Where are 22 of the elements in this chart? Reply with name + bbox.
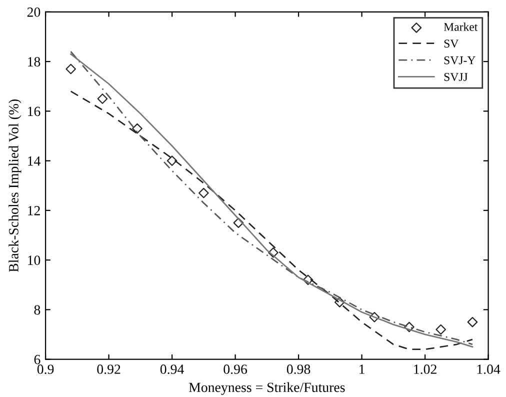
x-tick-label: 0.94 bbox=[160, 364, 184, 374]
y-tick-label: 12 bbox=[28, 206, 40, 216]
legend-label: SV bbox=[444, 40, 459, 48]
y-tick-label: 10 bbox=[28, 256, 40, 265]
legend-label: Market bbox=[444, 22, 478, 31]
y-tick-label: 18 bbox=[28, 57, 40, 66]
y-tick-label: 20 bbox=[27, 7, 40, 17]
y-tick-label: 16 bbox=[28, 106, 40, 116]
y-tick-label: 6 bbox=[34, 354, 40, 364]
y-tick-label: 14 bbox=[28, 156, 40, 166]
x-axis-title: Moneyness = Strike/Futures bbox=[188, 382, 345, 395]
x-tick-label: 1.04 bbox=[477, 364, 500, 374]
y-axis-title: Black-Scholes Implied Vol (%) bbox=[8, 99, 22, 272]
x-tick-label: 0.92 bbox=[97, 364, 120, 374]
x-tick-label: 0.96 bbox=[224, 364, 248, 374]
legend-label: SVJ-Y bbox=[444, 56, 476, 64]
x-tick-label: 1.02 bbox=[414, 364, 436, 374]
x-tick-label: 0.98 bbox=[286, 364, 310, 374]
x-tick-label: 1 bbox=[360, 364, 364, 374]
y-tick-label: 8 bbox=[34, 305, 40, 315]
legend-label: SVJJ bbox=[444, 73, 468, 82]
x-tick-label: 0.9 bbox=[37, 364, 54, 374]
